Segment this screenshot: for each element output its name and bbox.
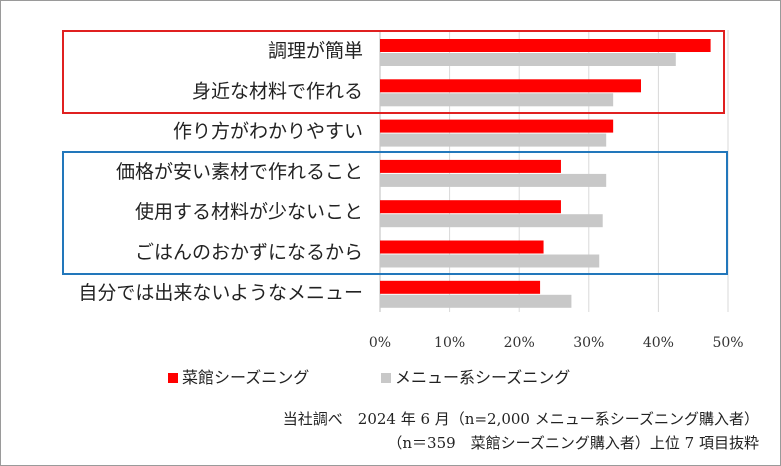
bar-saikan bbox=[380, 79, 641, 93]
category-label: 調理が簡単 bbox=[268, 40, 363, 62]
bar-menu bbox=[380, 93, 614, 107]
legend-swatch bbox=[381, 373, 391, 383]
category-label: 自分では出来ないようなメニュー bbox=[78, 282, 363, 304]
bar-menu bbox=[380, 173, 607, 187]
highlight-box-red bbox=[62, 30, 725, 114]
highlight-box-blue bbox=[62, 151, 728, 275]
x-tick-label: 40% bbox=[643, 335, 674, 351]
bar-saikan bbox=[380, 159, 561, 173]
source-note-line-2: （n＝359 菜館シーズニング購入者）上位 7 項目抜粋 bbox=[387, 434, 759, 452]
legend-label: メニュー系シーズニング bbox=[395, 368, 570, 387]
x-tick-label: 50% bbox=[712, 335, 743, 351]
source-note-line-1: 当社調べ 2024 年 6 月（n=2,000 メニュー系シーズニング購入者） bbox=[282, 410, 759, 428]
bar-saikan bbox=[380, 200, 561, 214]
bar-saikan bbox=[380, 240, 544, 254]
bar-menu bbox=[380, 214, 603, 228]
category-label: 作り方がわかりやすい bbox=[173, 121, 363, 143]
legend-label: 菜館シーズニング bbox=[182, 368, 309, 387]
bar-menu bbox=[380, 133, 607, 147]
bar-saikan bbox=[380, 119, 614, 133]
category-label: 身近な材料で作れる bbox=[192, 80, 363, 102]
x-tick-label: 10% bbox=[434, 335, 465, 351]
bar-saikan bbox=[380, 39, 711, 52]
bar-menu bbox=[380, 294, 572, 308]
category-label: ごはんのおかずになるから bbox=[135, 242, 363, 264]
x-tick-label: 0% bbox=[369, 335, 391, 351]
x-tick-label: 20% bbox=[504, 335, 535, 351]
bar-saikan bbox=[380, 280, 541, 294]
bar-menu bbox=[380, 53, 676, 66]
x-tick-label: 30% bbox=[573, 335, 604, 351]
bar-menu bbox=[380, 254, 600, 268]
category-label: 使用する材料が少ないこと bbox=[135, 201, 363, 223]
category-label: 価格が安い素材で作れること bbox=[116, 161, 363, 183]
legend-swatch bbox=[168, 373, 178, 383]
